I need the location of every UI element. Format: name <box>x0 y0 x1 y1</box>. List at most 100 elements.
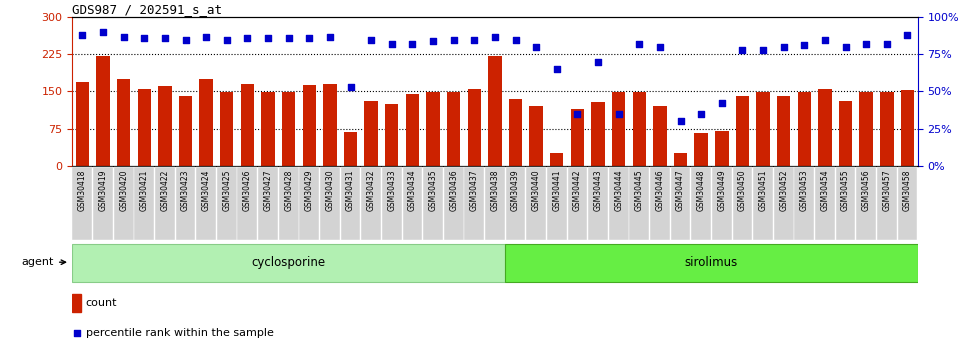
Text: GSM30447: GSM30447 <box>676 169 685 211</box>
Bar <box>72 167 92 240</box>
Text: GSM30446: GSM30446 <box>655 169 664 211</box>
Bar <box>303 85 316 166</box>
Text: GSM30444: GSM30444 <box>614 169 623 211</box>
Bar <box>423 167 443 240</box>
Bar <box>340 167 360 240</box>
Text: GSM30433: GSM30433 <box>387 169 396 211</box>
Bar <box>530 106 543 166</box>
Text: GSM30445: GSM30445 <box>635 169 644 211</box>
Bar <box>176 167 195 240</box>
Bar <box>344 132 357 166</box>
Point <box>446 37 461 42</box>
Bar <box>220 92 234 166</box>
Point <box>838 44 853 50</box>
Point <box>136 35 152 41</box>
Bar <box>836 167 855 240</box>
Bar <box>464 167 484 240</box>
Bar <box>93 167 112 240</box>
Point <box>75 32 90 38</box>
Text: GSM30443: GSM30443 <box>594 169 603 211</box>
Point <box>879 41 895 47</box>
Bar <box>880 92 894 166</box>
Text: GSM30422: GSM30422 <box>160 169 169 211</box>
Point <box>549 66 564 72</box>
Text: GSM30457: GSM30457 <box>882 169 891 211</box>
Text: GSM30453: GSM30453 <box>800 169 809 211</box>
Text: sirolimus: sirolimus <box>685 256 738 269</box>
Point <box>529 44 544 50</box>
Text: GSM30438: GSM30438 <box>490 169 500 211</box>
Bar <box>279 167 299 240</box>
Bar <box>900 90 914 166</box>
Bar <box>200 79 212 166</box>
Text: GSM30419: GSM30419 <box>99 169 108 211</box>
Bar <box>261 92 275 166</box>
Point <box>158 35 173 41</box>
Text: GSM30452: GSM30452 <box>779 169 788 211</box>
Text: GSM30456: GSM30456 <box>862 169 871 211</box>
Bar <box>385 104 399 166</box>
Text: count: count <box>86 298 117 308</box>
Point <box>899 32 915 38</box>
Bar <box>568 167 587 240</box>
Text: GSM30427: GSM30427 <box>263 169 273 211</box>
Point <box>281 35 296 41</box>
Bar <box>608 167 628 240</box>
Bar <box>96 56 110 166</box>
Point <box>673 118 688 124</box>
Point <box>426 38 441 44</box>
Text: GSM30423: GSM30423 <box>181 169 190 211</box>
Text: GSM30424: GSM30424 <box>202 169 210 211</box>
Text: GSM30442: GSM30442 <box>573 169 582 211</box>
Text: GSM30449: GSM30449 <box>717 169 727 211</box>
Text: GSM30418: GSM30418 <box>78 169 86 211</box>
Bar <box>629 167 650 240</box>
Bar <box>237 167 258 240</box>
Point <box>116 34 132 39</box>
Bar <box>815 167 835 240</box>
Point <box>302 35 317 41</box>
Point <box>322 34 337 39</box>
Text: GSM30458: GSM30458 <box>903 169 912 211</box>
Point <box>69 330 85 336</box>
Point <box>199 34 214 39</box>
Text: GSM30425: GSM30425 <box>222 169 232 211</box>
Text: GSM30430: GSM30430 <box>326 169 334 211</box>
Bar <box>217 167 236 240</box>
Bar <box>877 167 897 240</box>
Text: GSM30420: GSM30420 <box>119 169 128 211</box>
Bar <box>179 96 192 166</box>
Bar <box>508 99 522 166</box>
Bar <box>632 92 646 166</box>
Bar <box>382 167 402 240</box>
Bar <box>406 94 419 166</box>
Bar <box>571 109 584 166</box>
Point <box>590 59 605 65</box>
Bar <box>550 153 563 166</box>
Text: GSM30432: GSM30432 <box>367 169 376 211</box>
Bar <box>547 167 567 240</box>
Point <box>653 44 668 50</box>
Bar <box>591 102 604 166</box>
Point <box>178 37 193 42</box>
Text: GSM30436: GSM30436 <box>449 169 458 211</box>
Text: GDS987 / 202591_s_at: GDS987 / 202591_s_at <box>72 3 222 16</box>
Point <box>735 47 751 53</box>
Bar <box>117 79 131 166</box>
Bar <box>488 56 502 166</box>
Bar <box>818 89 831 166</box>
Bar <box>856 167 876 240</box>
Text: GSM30441: GSM30441 <box>553 169 561 211</box>
Point <box>405 41 420 47</box>
Bar <box>527 167 546 240</box>
Point <box>507 37 523 42</box>
Bar <box>753 167 773 240</box>
Bar <box>798 92 811 166</box>
Bar <box>485 167 505 240</box>
Point <box>755 47 771 53</box>
Point <box>467 37 482 42</box>
Text: GSM30454: GSM30454 <box>821 169 829 211</box>
Point <box>714 100 729 106</box>
Bar <box>444 167 463 240</box>
Bar <box>364 101 378 166</box>
